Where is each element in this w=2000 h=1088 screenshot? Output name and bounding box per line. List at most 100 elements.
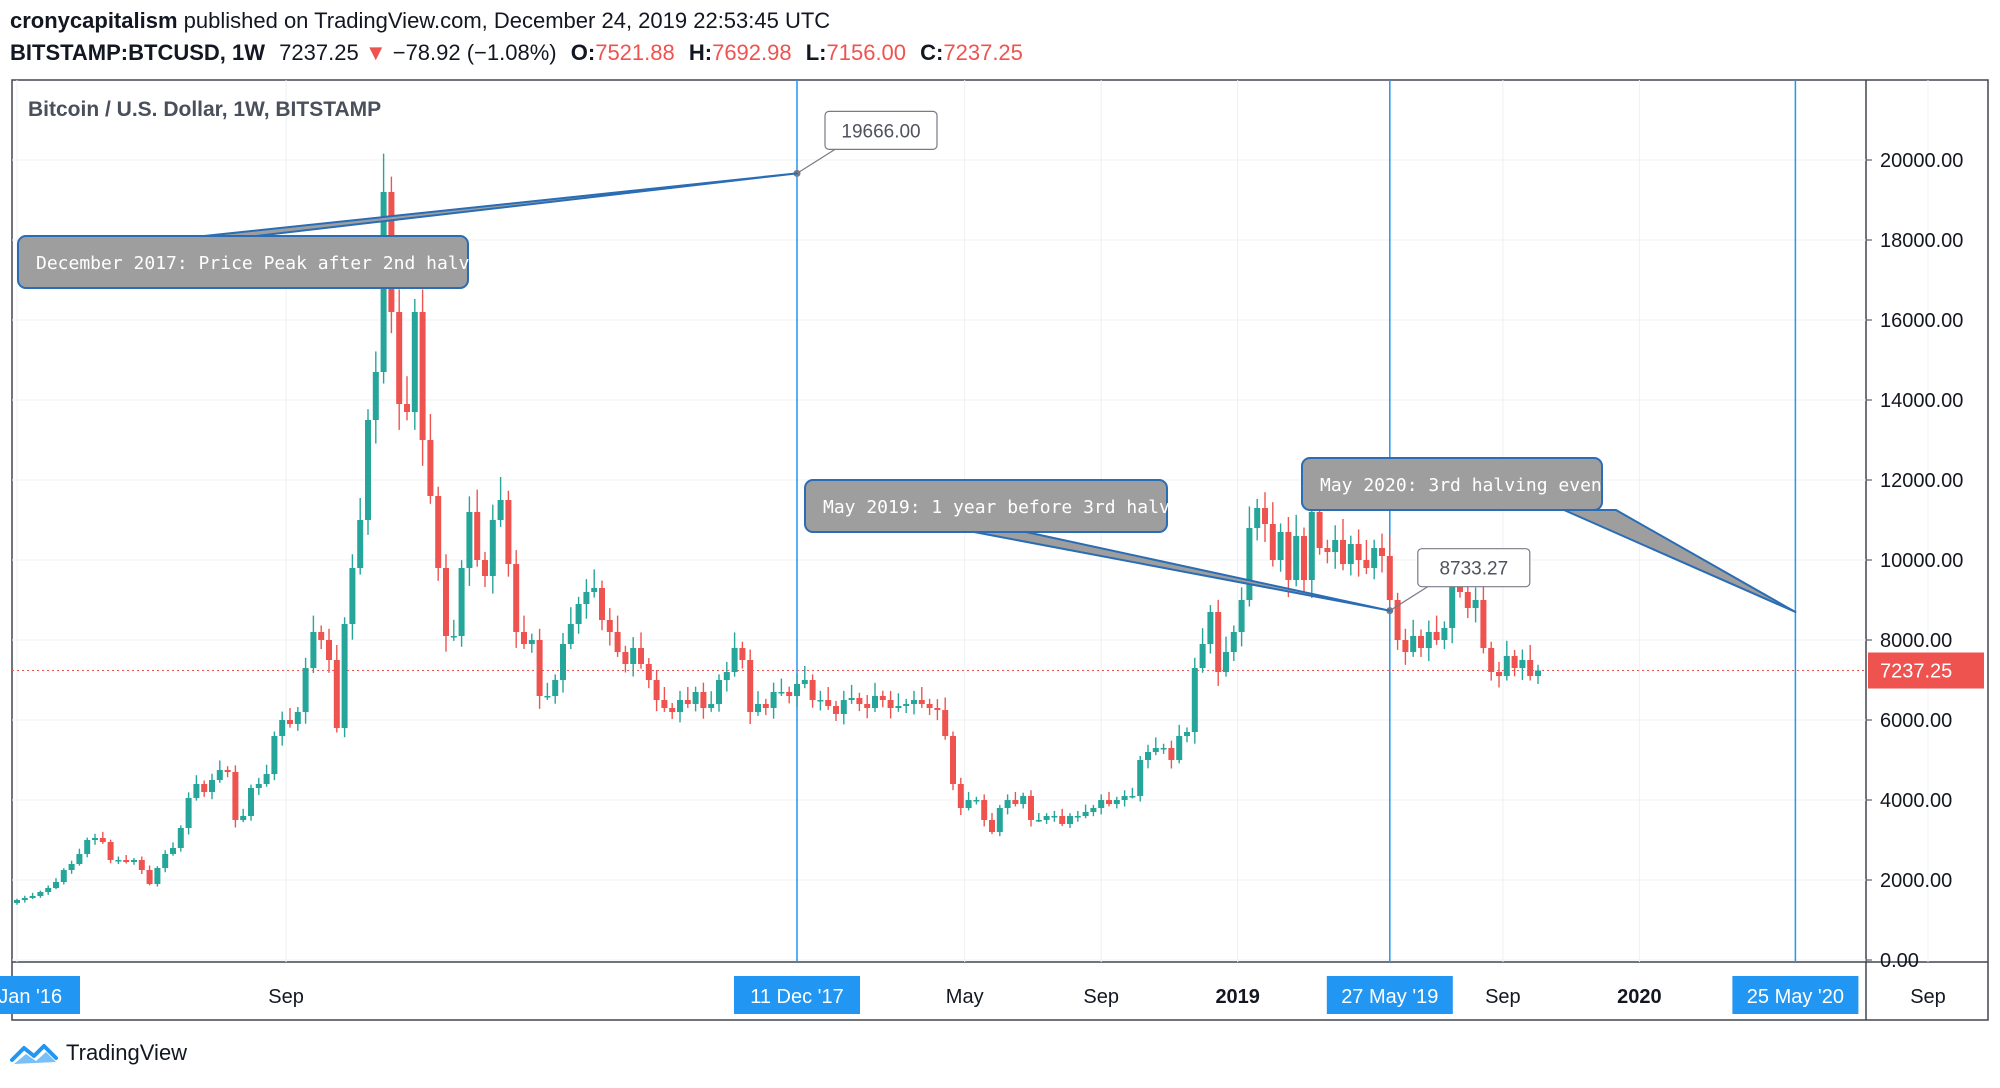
x-tick-label: 2019: [1215, 986, 1260, 1008]
candle: [1129, 787, 1136, 799]
candle: [1207, 605, 1214, 654]
high-label: H:: [688, 40, 713, 65]
callout-box: [17, 235, 469, 289]
y-tick-label: 14000.00: [1880, 390, 1963, 412]
candle: [731, 632, 738, 677]
candle-body: [700, 692, 707, 708]
candle-body: [1355, 544, 1362, 560]
candle-body: [240, 816, 247, 820]
candle: [864, 695, 871, 719]
candle: [684, 687, 691, 708]
candle-body: [443, 568, 449, 636]
candle-body: [489, 520, 496, 576]
candle-body: [755, 704, 761, 712]
candle-body: [1246, 528, 1253, 600]
candle: [1098, 794, 1105, 815]
candle-body: [162, 854, 169, 868]
candle-body: [996, 808, 1003, 832]
candle-body: [1480, 600, 1487, 648]
callout-box: [1301, 457, 1603, 511]
x-tick-label: 27 May '19: [1341, 986, 1438, 1008]
candle-body: [840, 700, 847, 714]
candle-body: [723, 672, 730, 680]
candle: [357, 498, 364, 575]
candle-body: [981, 800, 988, 820]
candle-body: [1410, 636, 1417, 652]
price-label-box: [824, 110, 938, 150]
candle-body: [895, 706, 902, 708]
candle: [762, 698, 769, 716]
candle-body: [404, 404, 410, 412]
price-label-leader: [1389, 586, 1429, 612]
candle-body: [583, 592, 590, 604]
candle-body: [747, 660, 754, 712]
candle: [287, 708, 293, 728]
tradingview-brand[interactable]: TradingView: [10, 1040, 187, 1066]
symbol-label[interactable]: BITSTAMP:BTCUSD, 1W: [10, 40, 266, 65]
candle: [1402, 628, 1409, 665]
candle: [1230, 625, 1237, 662]
candle: [271, 731, 278, 781]
chart-title: Bitcoin / U.S. Dollar, 1W, BITSTAMP: [28, 98, 381, 121]
candle: [1496, 661, 1502, 688]
candle: [1386, 535, 1393, 607]
brand-name: TradingView: [66, 1040, 188, 1065]
candle-body: [1137, 760, 1144, 796]
open-label: O:: [570, 40, 596, 65]
candle-body: [1067, 816, 1073, 824]
candle: [411, 299, 418, 430]
candle-body: [99, 838, 106, 842]
candle-body: [661, 700, 668, 708]
candle: [848, 684, 855, 704]
candles: [14, 153, 1541, 905]
y-tick-label: 6000.00: [1880, 710, 1952, 732]
candle: [638, 632, 644, 669]
candle-body: [630, 648, 637, 664]
high-value: 7692.98: [712, 40, 792, 65]
x-tick-label: 25 May '20: [1747, 986, 1844, 1008]
candle-body: [926, 704, 933, 708]
candle-body: [216, 770, 223, 780]
annotation-callout: December 2017: Price Peak after 2nd halv…: [17, 172, 798, 289]
candle-body: [942, 710, 949, 736]
candle-body: [1090, 808, 1097, 812]
candle: [294, 707, 301, 731]
candle-body: [669, 708, 676, 712]
author-name[interactable]: cronycapitalism: [10, 8, 178, 33]
candle: [950, 731, 956, 791]
candle: [1074, 810, 1081, 822]
price-label-box: [1417, 548, 1531, 588]
candle: [778, 678, 785, 697]
candle: [92, 833, 98, 845]
candle-body: [1371, 548, 1378, 568]
candle: [1121, 790, 1128, 807]
candle: [248, 784, 254, 821]
candle: [1191, 657, 1198, 744]
candle-body: [1496, 672, 1502, 676]
candle: [560, 632, 566, 693]
candle: [716, 674, 722, 712]
candle: [123, 855, 130, 864]
candle: [1519, 649, 1526, 680]
candle-body: [778, 692, 785, 694]
candle: [1371, 539, 1378, 580]
price-label-text: 8733.27: [1439, 559, 1508, 580]
candle-body: [801, 680, 808, 684]
candle: [606, 608, 613, 646]
candle: [458, 560, 465, 647]
candle: [318, 625, 325, 650]
candle-body: [879, 696, 886, 700]
x-tick-label: 11 Jan '16: [0, 986, 62, 1008]
candle-body: [957, 784, 964, 808]
candle-body: [575, 604, 582, 624]
y-tick-label: 0.00: [1880, 950, 1919, 972]
candle-body: [1503, 656, 1510, 676]
candle-body: [567, 624, 574, 644]
candle-body: [341, 624, 348, 728]
candle-body: [1418, 636, 1424, 648]
candle-body: [466, 512, 473, 568]
candle-body: [591, 588, 598, 592]
candle-body: [1074, 816, 1081, 818]
chart-frame: [11, 79, 1989, 1021]
